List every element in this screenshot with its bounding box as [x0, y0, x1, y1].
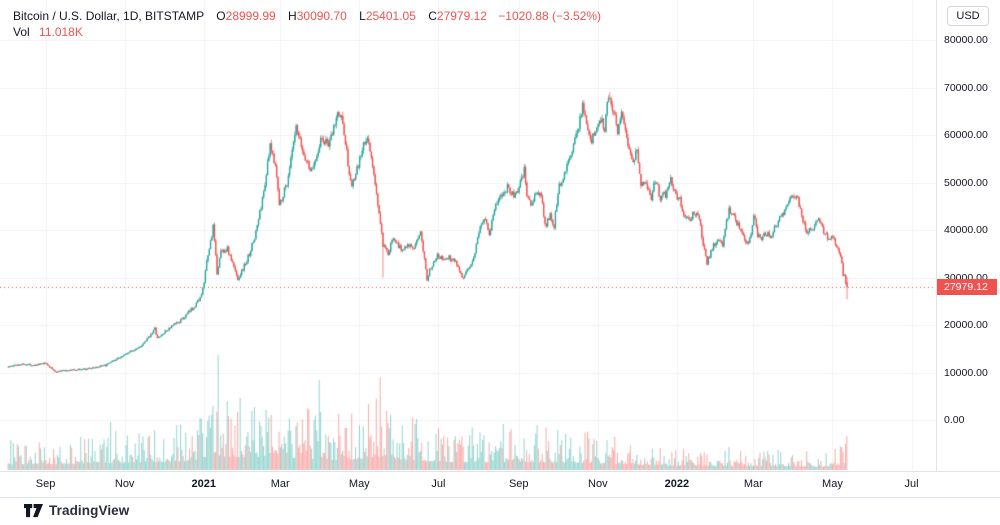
time-axis-label: Jul	[431, 478, 446, 490]
tradingview-wordmark: TradingView	[49, 503, 130, 518]
time-axis-label: May	[348, 478, 370, 490]
time-axis-label: Sep	[35, 478, 56, 490]
price-axis-label: 40000.00	[944, 224, 988, 236]
price-axis-label: 20000.00	[944, 319, 988, 331]
price-axis-label: 0.00	[944, 414, 965, 426]
time-axis[interactable]: Sep Nov 2021 Mar May Jul Sep Nov 2022 Mar May Jul	[0, 471, 1000, 498]
time-axis-label: Mar	[270, 478, 290, 490]
close-value: 27979.12	[436, 9, 487, 23]
currency-toggle-button[interactable]: USD	[947, 6, 989, 26]
time-axis-label: Jul	[904, 478, 919, 490]
price-axis-label: 60000.00	[944, 129, 988, 141]
price-axis-label: 10000.00	[944, 366, 988, 379]
price-axis-label: 70000.00	[944, 81, 988, 94]
tradingview-logo-icon	[24, 503, 43, 517]
time-axis-label: May	[822, 478, 843, 490]
open-label: O	[216, 9, 226, 23]
price-axis-label: 80000.00	[944, 34, 988, 46]
price-axis[interactable]: USD 27979.12 80000.00 70000.00 60000.00 500…	[936, 0, 1000, 471]
time-axis-label: 2021	[191, 478, 216, 490]
price-axis-label: 50000.00	[944, 176, 988, 189]
time-axis-label: Mar	[743, 478, 763, 490]
symbol-title[interactable]: Bitcoin / U.S. Dollar, 1D, BITSTAMP	[13, 9, 204, 23]
price-volume-chart-canvas[interactable]	[0, 0, 936, 471]
change-value: −1020.88 (−3.52%)	[498, 9, 602, 23]
chart-legend: Bitcoin / U.S. Dollar, 1D, BITSTAMP O289…	[13, 8, 601, 25]
volume-value: 11.018K	[39, 25, 83, 39]
close-label: C	[428, 9, 437, 23]
low-label: L	[359, 9, 366, 23]
last-price-tag: 27979.12	[937, 279, 997, 296]
high-value: 30090.70	[296, 9, 347, 23]
volume-label: Vol	[13, 25, 30, 39]
time-axis-label: Sep	[508, 478, 529, 490]
open-value: 28999.99	[225, 9, 276, 23]
brand-bar: TradingView	[0, 498, 1000, 525]
low-value: 25401.05	[365, 9, 416, 23]
high-label: H	[288, 9, 297, 23]
time-axis-label: 2022	[664, 478, 690, 490]
tradingview-link[interactable]: TradingView	[24, 503, 129, 518]
time-axis-label: Nov	[588, 478, 608, 490]
time-axis-label: Nov	[114, 478, 135, 490]
volume-legend: Vol 11.018K	[13, 25, 83, 39]
